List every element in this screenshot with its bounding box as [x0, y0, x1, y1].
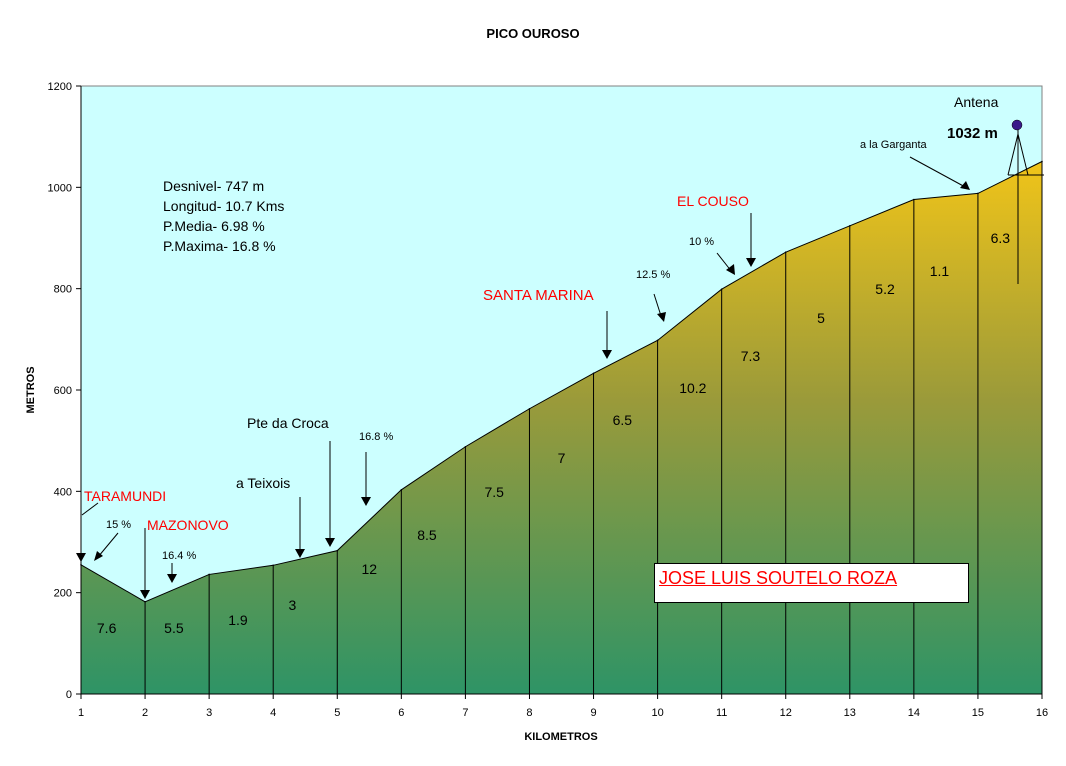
stat-desnivel: Desnivel- 747 m — [163, 178, 264, 194]
label-a-la-garganta: a la Garganta — [860, 139, 928, 151]
x-tick-label: 16 — [1036, 707, 1048, 719]
x-tick-label: 12 — [780, 707, 792, 719]
y-axis-title: METROS — [25, 366, 37, 413]
profile-point — [464, 445, 467, 448]
y-tick-label: 800 — [54, 284, 72, 296]
x-tick-label: 10 — [651, 707, 663, 719]
y-tick-label: 400 — [54, 486, 72, 498]
segment-gradient-label: 12 — [362, 561, 378, 577]
x-tick-label: 13 — [844, 707, 856, 719]
x-axis-title: KILOMETROS — [524, 731, 597, 743]
profile-point — [656, 339, 659, 342]
profile-point — [528, 407, 531, 410]
y-tick-label: 1000 — [48, 182, 72, 194]
profile-point — [208, 573, 210, 576]
y-tick-label: 600 — [54, 385, 72, 397]
label-pte-da-croca: Pte da Croca — [247, 415, 329, 431]
label-el-couso: EL COUSO — [677, 193, 749, 209]
x-tick-label: 2 — [142, 707, 148, 719]
x-tick-label: 7 — [462, 707, 468, 719]
y-tick-label: 0 — [66, 689, 72, 701]
segment-gradient-label: 1.9 — [228, 612, 248, 628]
segment-gradient-label: 5.5 — [164, 620, 184, 636]
profile-point — [336, 549, 339, 552]
label-16-8pct: 16.8 % — [359, 431, 393, 443]
x-tick-label: 14 — [908, 707, 920, 719]
segment-gradient-label: 1.1 — [930, 263, 950, 279]
profile-point — [1041, 160, 1043, 163]
segment-gradient-label: 3 — [289, 597, 297, 613]
profile-point — [977, 192, 979, 195]
segment-gradient-labels: 7.6 5.5 1.9 3 12 8.5 7.5 7 6.5 10.2 7.3 5 5.2 1.1 6.3 — [97, 230, 1010, 636]
segment-gradient-label: 8.5 — [417, 527, 437, 543]
segment-gradient-label: 7.5 — [484, 484, 504, 500]
chart-title: PICO OUROSO — [486, 26, 579, 41]
label-santa-marina: SANTA MARINA — [483, 287, 594, 304]
x-tick-label: 6 — [398, 707, 404, 719]
segment-gradient-label: 7.6 — [97, 620, 117, 636]
label-12-5pct: 12.5 % — [636, 269, 670, 281]
segment-gradient-label: 7.3 — [741, 348, 761, 364]
label-15pct: 15 % — [106, 519, 131, 531]
profile-point — [784, 251, 787, 253]
segment-gradient-label: 10.2 — [679, 380, 706, 396]
segment-gradient-label: 5 — [817, 310, 825, 326]
label-a-teixois: a Teixois — [236, 475, 290, 491]
profile-point — [913, 198, 915, 201]
y-axis-ticks: 0 200 400 600 800 1000 1200 — [48, 81, 81, 701]
summit-antenna-icon — [1011, 119, 1023, 131]
profile-point — [592, 372, 595, 375]
label-taramundi: TARAMUNDI — [84, 488, 166, 504]
stat-pmaxima: P.Maxima- 16.8 % — [163, 238, 276, 254]
profile-point — [720, 288, 723, 290]
x-tick-label: 8 — [526, 707, 532, 719]
x-tick-label: 15 — [972, 707, 984, 719]
label-summit-altitude: 1032 m — [947, 125, 998, 142]
stat-longitud: Longitud- 10.7 Kms — [163, 198, 284, 214]
x-tick-label: 1 — [78, 707, 84, 719]
author-box: JOSE LUIS SOUTELO ROZA — [654, 563, 969, 603]
x-tick-label: 11 — [716, 707, 727, 719]
stat-pmedia: P.Media- 6.98 % — [163, 218, 265, 234]
label-10pct: 10 % — [689, 236, 714, 248]
x-tick-label: 9 — [590, 707, 596, 719]
profile-point — [400, 489, 403, 491]
label-antena: Antena — [954, 94, 999, 110]
segment-gradient-label: 5.2 — [875, 281, 895, 297]
x-tick-label: 3 — [206, 707, 212, 719]
label-mazonovo: MAZONOVO — [147, 517, 229, 533]
route-stats: Desnivel- 747 m Longitud- 10.7 Kms P.Med… — [163, 178, 284, 254]
label-16-4pct: 16.4 % — [162, 550, 196, 562]
y-tick-label: 1200 — [48, 81, 72, 93]
y-tick-label: 200 — [54, 588, 72, 600]
x-tick-label: 4 — [270, 707, 276, 719]
segment-gradient-label: 6.5 — [613, 412, 633, 428]
km-divider-lines — [80, 160, 1043, 694]
x-tick-label: 5 — [334, 707, 340, 719]
x-axis-ticks: 1 2 3 4 5 6 7 8 9 10 11 12 13 14 15 16 — [78, 694, 1048, 719]
profile-point — [849, 225, 851, 227]
segment-gradient-label: 7 — [558, 450, 566, 466]
profile-point — [272, 564, 275, 567]
profile-point — [144, 600, 146, 603]
author-name: JOSE LUIS SOUTELO ROZA — [659, 568, 898, 588]
annotations — [76, 125, 1044, 599]
segment-gradient-label: 6.3 — [991, 230, 1011, 246]
